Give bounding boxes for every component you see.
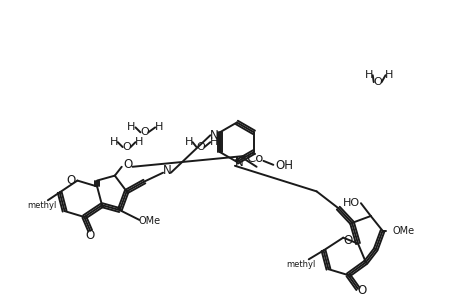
Text: H: H xyxy=(184,137,192,147)
Text: H: H xyxy=(127,122,135,132)
Text: N: N xyxy=(234,156,243,169)
Text: O: O xyxy=(122,142,131,152)
Text: HO: HO xyxy=(342,198,359,208)
Text: H: H xyxy=(135,137,143,147)
Text: H: H xyxy=(155,122,163,132)
Text: O: O xyxy=(123,158,132,171)
Text: methyl: methyl xyxy=(27,201,56,210)
Text: H: H xyxy=(385,70,393,80)
Text: O: O xyxy=(357,284,366,297)
Text: O: O xyxy=(140,127,148,137)
Text: O: O xyxy=(373,77,381,87)
Text: O: O xyxy=(196,142,204,152)
Text: O: O xyxy=(343,234,352,247)
Text: OMe: OMe xyxy=(138,216,160,226)
Text: N: N xyxy=(209,129,218,142)
Text: H: H xyxy=(364,70,372,80)
Text: OMe: OMe xyxy=(392,226,414,236)
Text: methyl: methyl xyxy=(285,260,315,269)
Text: O: O xyxy=(85,229,95,242)
Text: OH: OH xyxy=(274,159,292,172)
Text: H: H xyxy=(109,137,118,147)
Text: N: N xyxy=(162,164,171,177)
Text: Co: Co xyxy=(246,152,263,165)
Text: O: O xyxy=(66,174,75,187)
Text: H: H xyxy=(210,137,218,147)
